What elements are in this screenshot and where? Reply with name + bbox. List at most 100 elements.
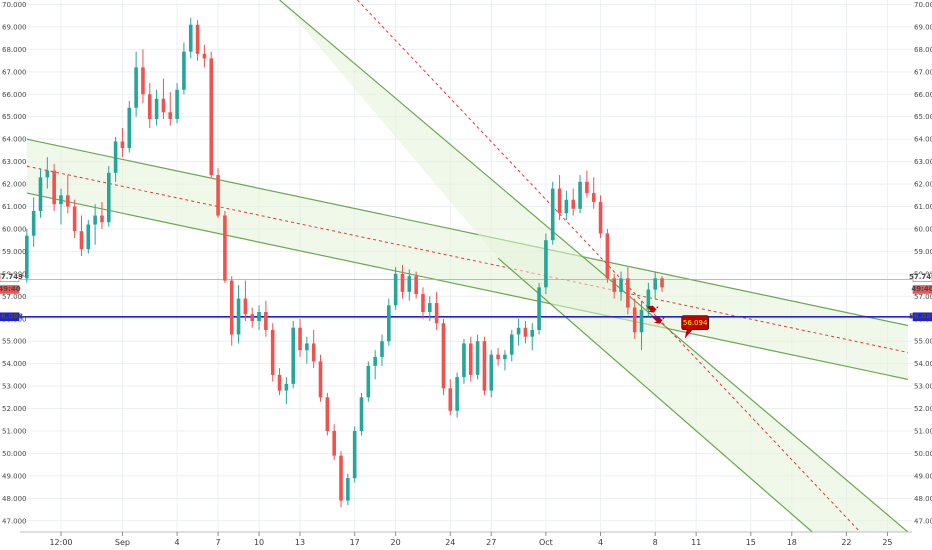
level-label-right: 56.088 <box>909 312 932 320</box>
candle-body <box>475 341 480 375</box>
candle-body <box>537 287 541 330</box>
x-tick-label: 4 <box>175 538 180 547</box>
candle-body <box>216 175 220 216</box>
y-tick-label-left: 55.000 <box>2 338 27 346</box>
candle-body <box>311 343 316 362</box>
y-tick-label-left: 66.000 <box>2 91 27 99</box>
x-tick-label: 18 <box>787 538 797 547</box>
candle-body <box>66 195 70 207</box>
candle-body <box>346 478 350 501</box>
candle-body <box>393 273 398 306</box>
red-arrow-icon <box>646 305 659 313</box>
y-tick-label-left: 47.000 <box>2 517 27 525</box>
candle-body <box>250 314 255 321</box>
y-tick-label-left: 59.000 <box>2 248 27 256</box>
candle-body <box>578 181 582 209</box>
candle-body <box>523 327 528 337</box>
candle-body <box>270 329 275 375</box>
x-tick-label: 20 <box>391 538 401 547</box>
candle-body <box>188 24 193 52</box>
y-tick-label-left: 69.000 <box>2 23 27 31</box>
candle-body <box>585 181 589 194</box>
candle-body <box>550 188 555 241</box>
candle-body <box>31 211 36 236</box>
candle-body <box>557 188 562 214</box>
y-tick-label-right: 68.000 <box>914 46 932 54</box>
candle-body <box>352 430 357 479</box>
candle-body <box>298 327 302 351</box>
y-tick-label-left: 65.000 <box>2 113 27 121</box>
channel-mid-line <box>357 0 861 533</box>
y-tick-label-right: 70.000 <box>914 1 932 9</box>
y-tick-label-right: 69.000 <box>914 23 932 31</box>
y-tick-label-left: 68.000 <box>2 46 27 54</box>
target-markers: 56.094 <box>646 305 710 339</box>
candle-body <box>462 343 466 378</box>
x-axis: 12:00 Sep 4 7 10 13 17 20 24 27 Oct 4 8 11 15 18 22 25 <box>20 531 912 547</box>
y-tick-label-left: 60.000 <box>2 225 27 233</box>
candle-body <box>318 361 323 398</box>
y-tick-label-right: 66.000 <box>914 91 932 99</box>
candle-body <box>612 278 617 292</box>
candle-body <box>154 98 159 119</box>
candle-body <box>141 67 145 95</box>
candle-body <box>243 298 248 315</box>
y-tick-label-right: 53.000 <box>914 383 932 391</box>
target-price-label: 56.094 <box>683 319 708 327</box>
candle-body <box>93 215 97 225</box>
candle-body <box>202 53 207 59</box>
candle-body <box>339 455 343 501</box>
y-tick-label-right: 57.000 <box>914 293 932 301</box>
y-tick-label-left: 53.000 <box>2 383 27 391</box>
candle-body <box>509 334 514 355</box>
candle-body <box>468 343 473 375</box>
y-tick-label-left: 51.000 <box>2 427 27 435</box>
y-tick-label-left: 62.000 <box>2 181 27 189</box>
candle-body <box>455 377 459 411</box>
candle-body <box>434 303 439 324</box>
candle-body <box>400 273 405 292</box>
channel-lower-line <box>26 192 909 380</box>
candle-body <box>639 309 644 333</box>
x-tick-label: 11 <box>691 538 701 547</box>
candle-body <box>134 67 138 108</box>
callout-box <box>681 315 710 331</box>
y-tick-label-right: 59.000 <box>914 248 932 256</box>
candle-body <box>25 235 29 279</box>
x-tick-label: 25 <box>882 538 892 547</box>
x-tick-label: 7 <box>216 538 221 547</box>
candle-body <box>38 177 43 212</box>
candle-body <box>482 341 487 391</box>
level-label-left-box <box>0 312 20 322</box>
candle-body <box>236 298 241 335</box>
y-tick-label-right: 62.000 <box>914 181 932 189</box>
candle-body <box>209 58 214 176</box>
y-tick-label-right: 63.000 <box>914 158 932 166</box>
candle-body <box>86 224 91 250</box>
x-tick-label: 15 <box>746 538 756 547</box>
last-price-label-right: 57.749 <box>909 273 932 281</box>
candle-body <box>332 430 336 456</box>
price-levels <box>20 279 912 318</box>
candle-body <box>366 365 371 398</box>
candle-body <box>380 341 384 357</box>
candle-body <box>229 280 234 335</box>
red-arrow-icon <box>652 316 665 324</box>
y-tick-label-left: 48.000 <box>2 495 27 503</box>
channel-upper-line <box>279 0 909 533</box>
x-tick-label: 24 <box>445 538 455 547</box>
candle-body <box>441 323 446 389</box>
candle-body <box>284 383 289 391</box>
channel-lower-line <box>497 257 813 533</box>
x-tick-label: 4 <box>598 538 603 547</box>
x-tick-label: 12:00 <box>49 538 72 547</box>
y-tick-label-left: 61.000 <box>2 203 27 211</box>
y-tick-label-right: 55.000 <box>914 338 932 346</box>
price-labels: 57.749 49:40 56.088 57.749 49:40 56.088 <box>0 273 932 322</box>
candle-body <box>59 195 63 205</box>
candle-body <box>632 307 637 333</box>
callout-pointer <box>684 329 693 339</box>
candle-body <box>257 312 261 321</box>
candle-body <box>291 327 296 384</box>
